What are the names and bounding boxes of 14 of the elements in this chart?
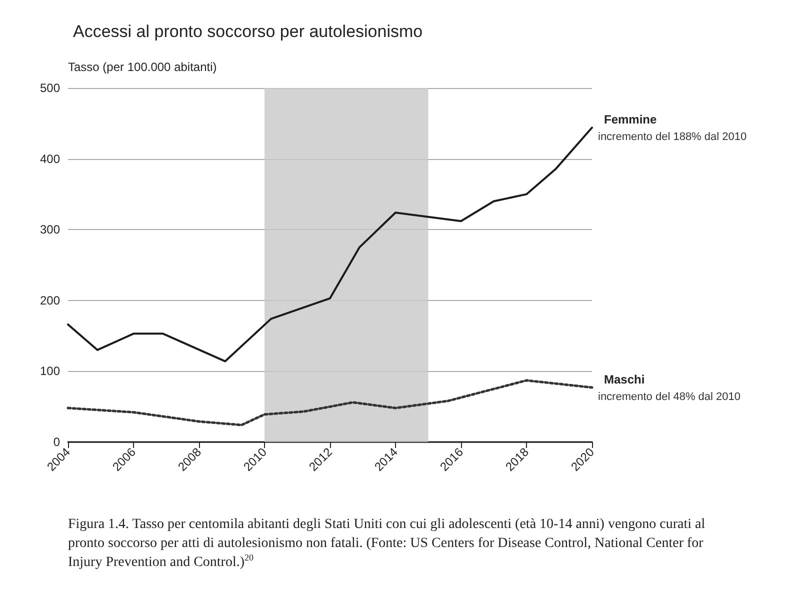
y-tick-label: 100: [40, 364, 60, 378]
annotation: incremento del 48% dal 2010: [598, 390, 740, 403]
y-axis-title: Tasso (per 100.000 abitanti): [68, 60, 217, 74]
series-label: Femmine: [604, 112, 658, 127]
y-tick-label: 500: [40, 81, 60, 95]
annotation: incremento del 188% dal 2010: [598, 131, 747, 144]
line-series: [66, 379, 594, 426]
chart-title: Accessi al pronto soccorso per autolesionismo: [73, 22, 423, 41]
y-tick-label: 0: [53, 435, 60, 449]
series-label: Maschi: [604, 372, 645, 386]
y-tick-label: 300: [40, 222, 60, 237]
y-tick-label: 200: [40, 293, 60, 308]
y-tick-label: 400: [40, 152, 60, 166]
line-series: [67, 126, 593, 362]
